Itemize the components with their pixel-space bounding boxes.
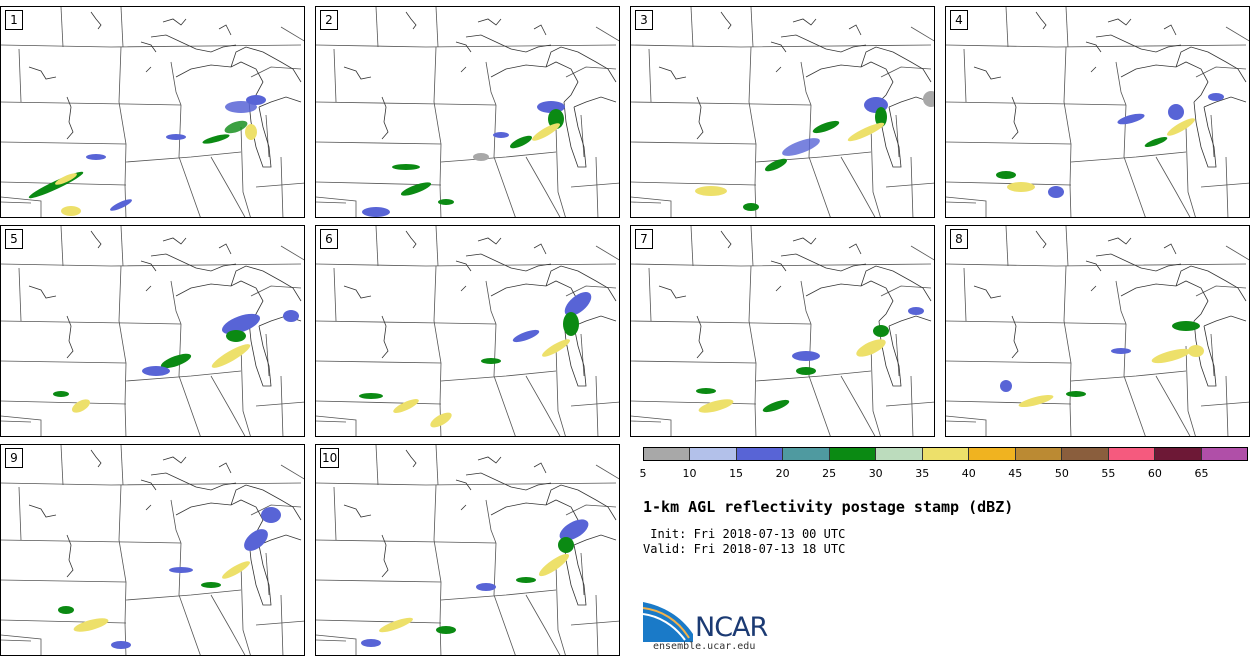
stamp-panel-1: 1: [0, 6, 305, 218]
colorbar-tick-label: 25: [822, 467, 837, 480]
stamp-panel-10: 10: [315, 444, 620, 656]
colorbar-tick-label: 50: [1054, 467, 1069, 480]
stamp-panel-4: 4: [945, 6, 1250, 218]
colorbar-tick-label: 15: [729, 467, 744, 480]
precip-cells: [58, 507, 281, 649]
precip-cells: [695, 91, 934, 211]
colorbar-swatch: [1155, 448, 1202, 460]
colorbar-swatch: [1201, 448, 1248, 460]
panel-number: 10: [320, 448, 340, 468]
precip-cells: [53, 310, 299, 413]
reflectivity-colorbar: [643, 447, 1248, 461]
basemap: [316, 226, 619, 436]
colorbar-tick-label: 45: [1008, 467, 1023, 480]
colorbar-swatch: [783, 448, 830, 460]
basemap: [1, 445, 304, 655]
init-time: Init: Fri 2018-07-13 00 UTC: [643, 527, 846, 541]
basemap: [316, 7, 619, 217]
basemap: [946, 7, 1249, 217]
stamp-panel-2: 2: [315, 6, 620, 218]
stamp-panel-9: 9: [0, 444, 305, 656]
stamp-panel-8: 8: [945, 225, 1250, 437]
stamp-panel-7: 7: [630, 225, 935, 437]
valid-time: Valid: Fri 2018-07-13 18 UTC: [643, 542, 846, 556]
panel-number: 8: [950, 229, 968, 249]
panel-number: 9: [5, 448, 23, 468]
panel-number: 4: [950, 10, 968, 30]
site-url: ensemble.ucar.edu: [653, 641, 756, 652]
ncar-wordmark: NCAR: [695, 612, 768, 643]
colorbar-swatch: [736, 448, 784, 460]
panel-number: 3: [635, 10, 653, 30]
stamp-panel-5: 5: [0, 225, 305, 437]
ncar-logo-icon: [643, 602, 693, 642]
basemap: [946, 226, 1249, 436]
colorbar-swatch: [922, 448, 970, 460]
colorbar-swatch: [1108, 448, 1156, 460]
precip-cells: [696, 307, 924, 413]
panel-number: 1: [5, 10, 23, 30]
colorbar-tick-label: 35: [915, 467, 930, 480]
colorbar-tick-label: 40: [961, 467, 976, 480]
colorbar-swatch: [690, 448, 737, 460]
basemap: [1, 7, 304, 217]
panel-number: 7: [635, 229, 653, 249]
precip-cells: [996, 93, 1224, 198]
colorbar-tick-label: 55: [1101, 467, 1116, 480]
colorbar-tick-label: 5: [639, 467, 647, 480]
colorbar-swatch: [876, 448, 923, 460]
colorbar-swatch: [1015, 448, 1063, 460]
colorbar-tick-label: 20: [775, 467, 790, 480]
stamp-panel-6: 6: [315, 225, 620, 437]
precip-cells: [1000, 321, 1204, 408]
colorbar-swatch: [1062, 448, 1109, 460]
panel-number: 2: [320, 10, 338, 30]
basemap: [316, 445, 619, 655]
colorbar-swatch: [829, 448, 877, 460]
basemap: [631, 226, 934, 436]
colorbar-tick-label: 30: [868, 467, 883, 480]
colorbar-swatch: [969, 448, 1016, 460]
precip-cells: [28, 95, 266, 216]
precip-cells: [362, 101, 565, 217]
precip-cells: [359, 292, 592, 428]
colorbar-tick-label: 60: [1147, 467, 1162, 480]
plot-title: 1-km AGL reflectivity postage stamp (dBZ…: [643, 498, 1014, 516]
precip-cells: [361, 519, 589, 647]
panel-number: 5: [5, 229, 23, 249]
stamp-panel-3: 3: [630, 6, 935, 218]
colorbar-tick-label: 65: [1194, 467, 1209, 480]
basemap: [631, 7, 934, 217]
colorbar-tick-label: 10: [682, 467, 697, 480]
basemap: [1, 226, 304, 436]
colorbar-swatch: [644, 448, 691, 460]
panel-number: 6: [320, 229, 338, 249]
